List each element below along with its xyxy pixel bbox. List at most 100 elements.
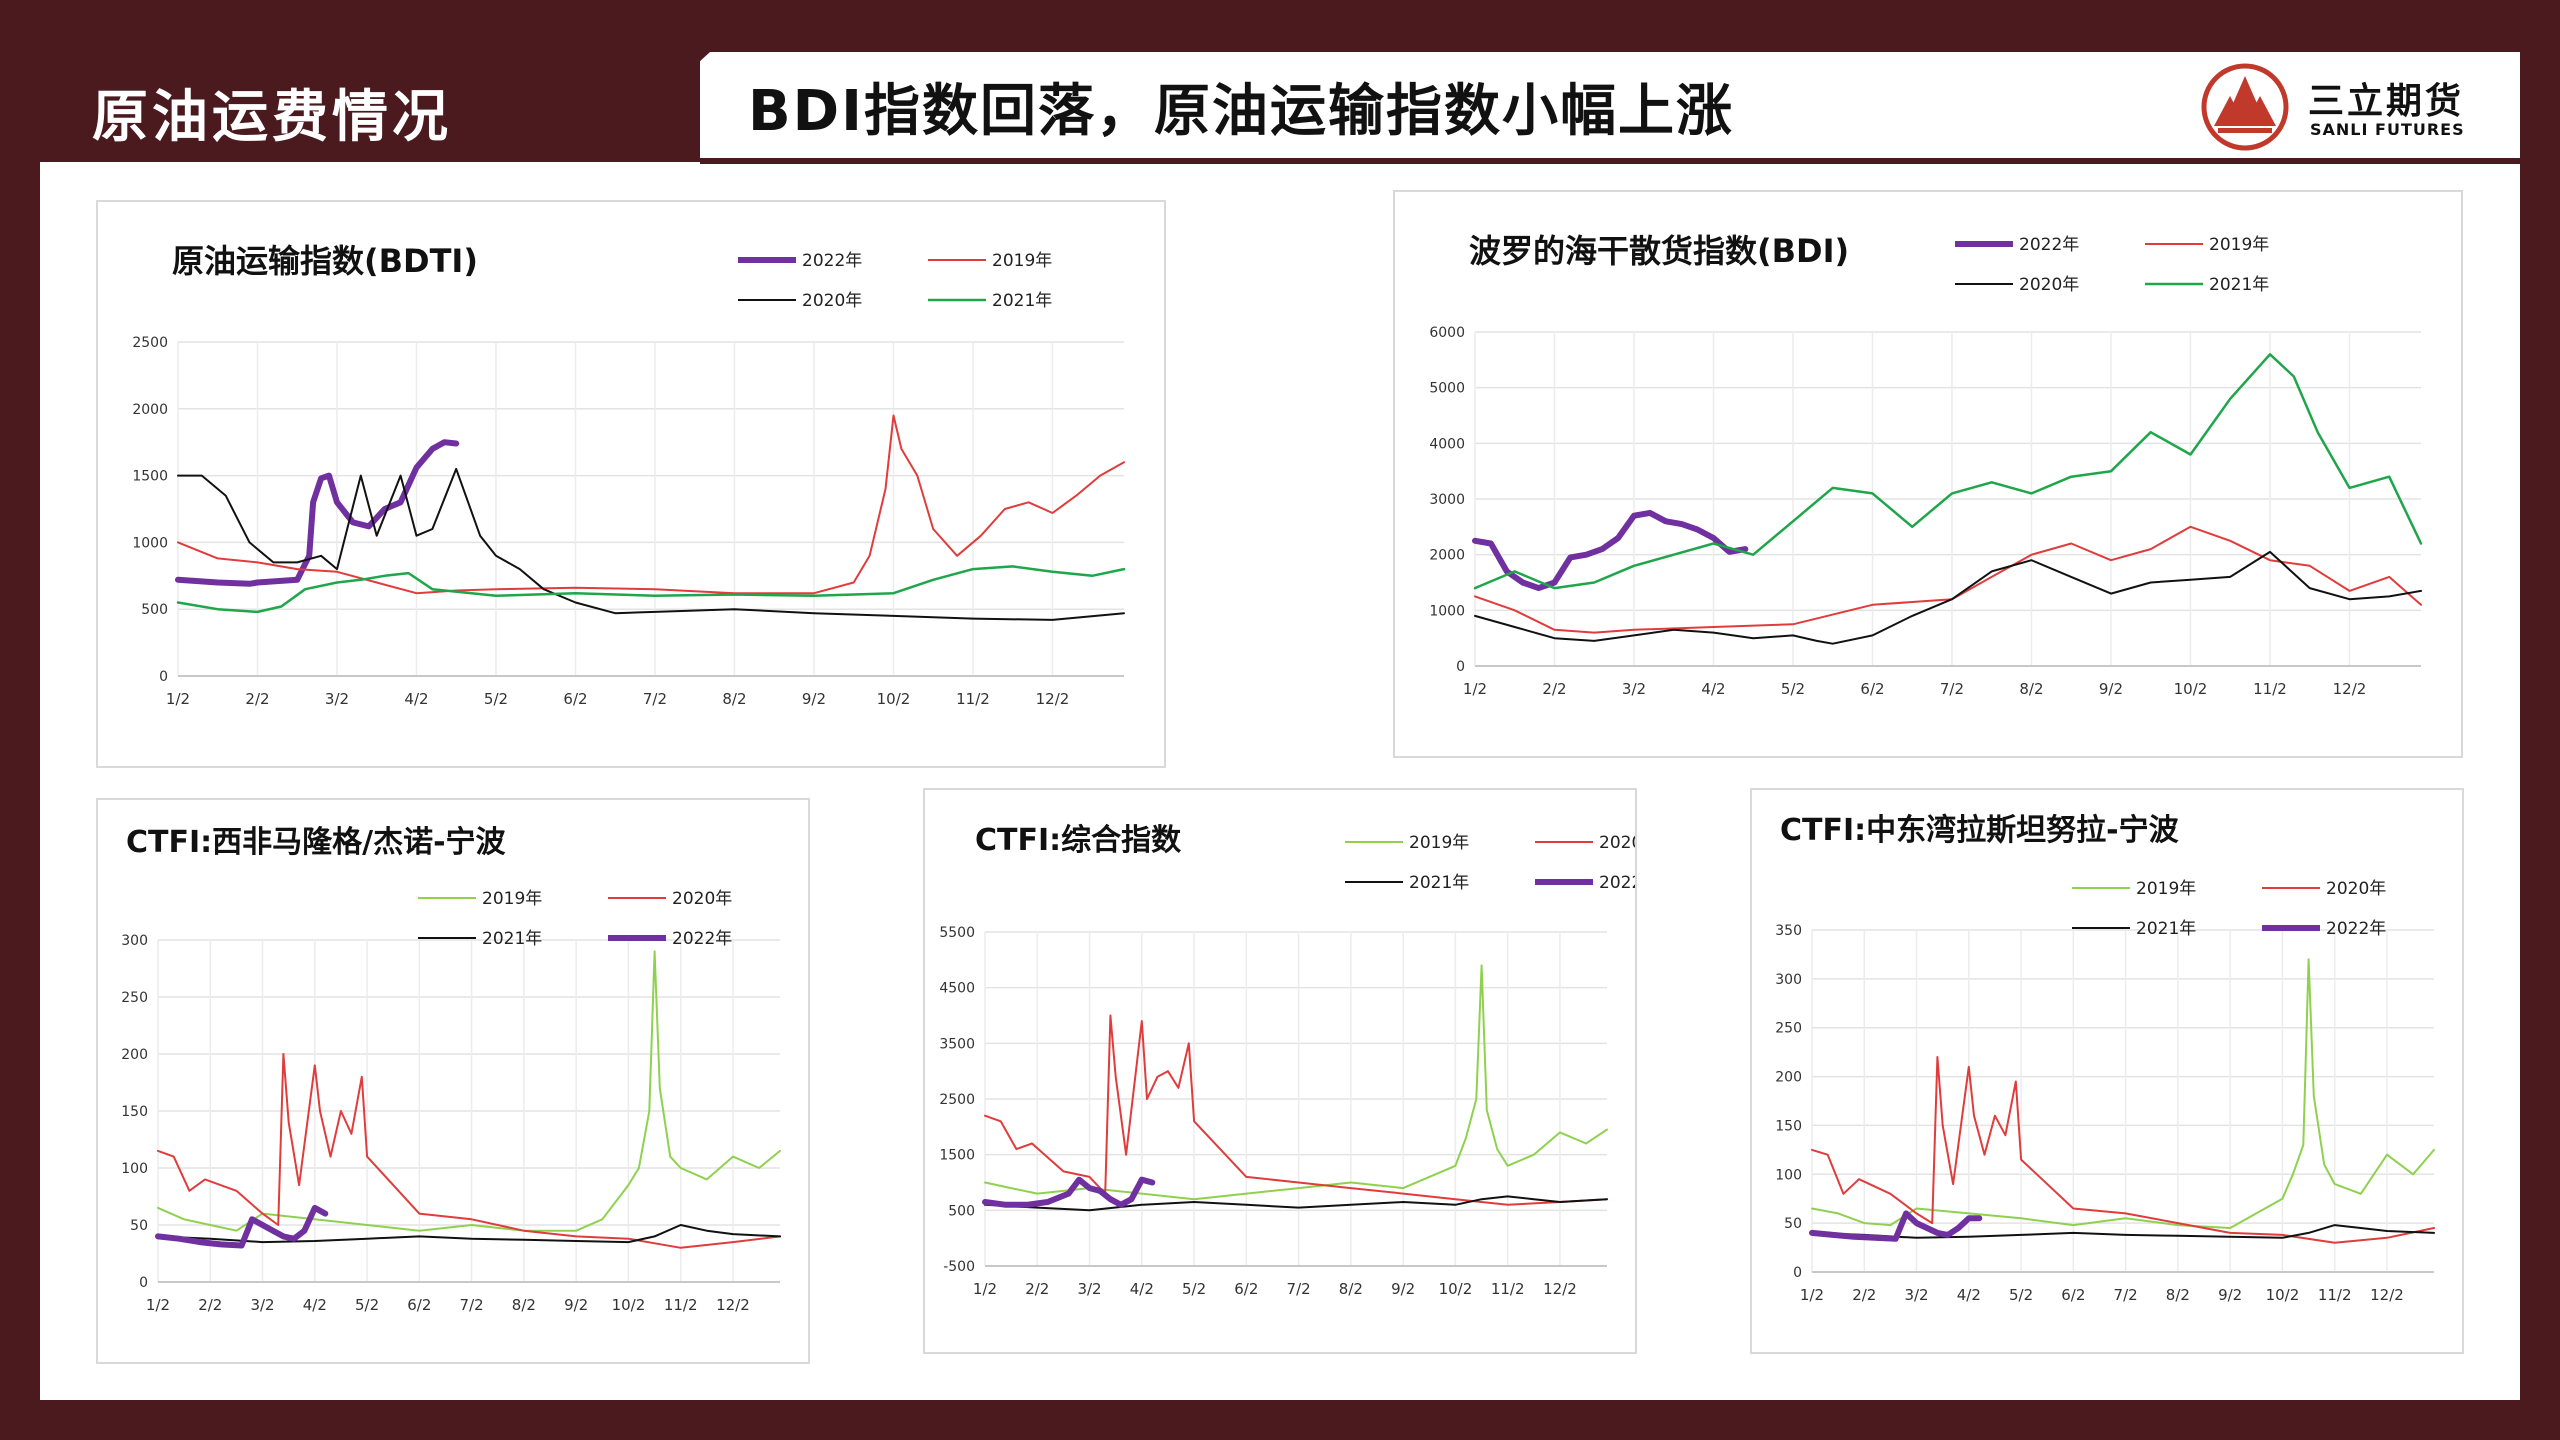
y-tick-label: 100 <box>121 1161 148 1177</box>
x-tick-label: 10/2 <box>877 690 911 708</box>
chart-title: CTFI:西非马隆格/杰诺-宁波 <box>126 825 507 860</box>
series-line-2019年 <box>984 964 1608 1201</box>
legend-label: 2019年 <box>1409 833 1469 853</box>
x-tick-label: 6/2 <box>563 690 587 708</box>
logo-text-en: SANLI FUTURES <box>2310 120 2465 139</box>
y-tick-label: 3500 <box>939 1036 975 1052</box>
x-tick-label: 11/2 <box>956 690 990 708</box>
series-line-2019年 <box>1811 958 2435 1229</box>
legend-label: 2022年 <box>2019 235 2079 255</box>
x-tick-label: 6/2 <box>407 1296 431 1314</box>
legend-label: 2022年 <box>2326 919 2386 939</box>
y-tick-label: 0 <box>1456 659 1465 675</box>
chart-panel-ctfi-middle-east: CTFI:中东湾拉斯坦努拉-宁波 0 50 100 150 200 250 300 350 1/2… <box>1750 788 2464 1354</box>
legend-label: 2020年 <box>672 889 732 909</box>
y-tick-label: 2500 <box>939 1092 975 1108</box>
x-tick-label: 4/2 <box>1130 1280 1154 1298</box>
y-tick-label: 5000 <box>1429 381 1465 397</box>
x-tick-label: 1/2 <box>1463 680 1487 698</box>
legend-label: 2021年 <box>1409 873 1469 893</box>
chart-title: CTFI:中东湾拉斯坦努拉-宁波 <box>1780 813 2180 848</box>
x-tick-label: 4/2 <box>1701 680 1725 698</box>
x-tick-label: 7/2 <box>1940 680 1964 698</box>
x-tick-label: 12/2 <box>1036 690 1070 708</box>
y-tick-label: 5500 <box>939 925 975 941</box>
chart-bdi: 波罗的海干散货指数(BDI) 0 1000 2000 3000 4000 5000 6000 1… <box>1429 232 2423 698</box>
series-line-2019年 <box>157 950 781 1232</box>
y-tick-label: 300 <box>121 933 148 949</box>
x-tick-label: 12/2 <box>716 1296 750 1314</box>
x-tick-label: 11/2 <box>2253 680 2287 698</box>
page-title: BDI指数回落，原油运输指数小幅上涨 <box>748 79 1735 144</box>
x-tick-label: 7/2 <box>2114 1286 2138 1304</box>
series-line-2019年 <box>177 414 1125 595</box>
x-tick-label: 6/2 <box>2061 1286 2085 1304</box>
y-tick-label: 250 <box>121 990 148 1006</box>
y-tick-label: 0 <box>1793 1265 1802 1281</box>
x-tick-label: 8/2 <box>1339 1280 1363 1298</box>
y-tick-label: 200 <box>1775 1070 1802 1086</box>
y-tick-label: 200 <box>121 1047 148 1063</box>
x-tick-label: 2/2 <box>1025 1280 1049 1298</box>
chart-panel-ctfi-west-africa: CTFI:西非马隆格/杰诺-宁波 0 50 100 150 200 250 300 1/2 2/2… <box>96 798 810 1364</box>
x-tick-label: 5/2 <box>484 690 508 708</box>
x-tick-label: 7/2 <box>1287 1280 1311 1298</box>
x-tick-label: 11/2 <box>2318 1286 2352 1304</box>
section-banner-wedge <box>590 52 710 162</box>
series-line-2022年 <box>175 439 460 587</box>
x-tick-label: 10/2 <box>2266 1286 2300 1304</box>
x-tick-label: 6/2 <box>1860 680 1884 698</box>
chart-panel-ctfi-composite: CTFI:综合指数 -500 500 1500 2500 3500 4500 5500 1/2 2… <box>923 788 1637 1354</box>
legend-label: 2020年 <box>802 291 862 311</box>
series-line-2022年 <box>982 1176 1156 1208</box>
legend-label: 2020年 <box>2019 275 2079 295</box>
y-tick-label: 0 <box>139 1275 148 1291</box>
series-line-2021年 <box>984 1195 1608 1212</box>
x-tick-label: 2/2 <box>198 1296 222 1314</box>
x-tick-label: 3/2 <box>325 690 349 708</box>
series-line-2021年 <box>1811 1224 2435 1239</box>
logo-text-cn: 三立期货 <box>2308 81 2465 122</box>
x-tick-label: 5/2 <box>355 1296 379 1314</box>
x-tick-label: 9/2 <box>802 690 826 708</box>
legend-label: 2019年 <box>992 251 1052 271</box>
x-tick-label: 11/2 <box>1491 1280 1525 1298</box>
chart-title: 波罗的海干散货指数(BDI) <box>1469 232 1849 270</box>
series-line-2022年 <box>1472 509 1749 592</box>
x-tick-label: 12/2 <box>2370 1286 2404 1304</box>
series-line-2021年 <box>157 1224 781 1244</box>
series-line-2020年 <box>157 1053 781 1249</box>
y-tick-label: 250 <box>1775 1021 1802 1037</box>
legend-label: 2020年 <box>1599 833 1635 853</box>
x-tick-label: 10/2 <box>612 1296 646 1314</box>
y-tick-label: 4000 <box>1429 436 1465 452</box>
series-line-2022年 <box>1809 1210 1983 1242</box>
legend-label: 2022年 <box>1599 873 1635 893</box>
series-line-2022年 <box>155 1204 329 1249</box>
series-line-2021年 <box>1473 353 2423 590</box>
y-tick-label: 2000 <box>1429 548 1465 564</box>
x-tick-label: 10/2 <box>1439 1280 1473 1298</box>
header-divider <box>700 158 2520 164</box>
y-tick-label: 150 <box>1775 1118 1802 1134</box>
y-tick-label: 500 <box>141 602 168 618</box>
x-tick-label: 6/2 <box>1234 1280 1258 1298</box>
y-tick-label: 50 <box>130 1218 148 1234</box>
chart-bdti: 原油运输指数(BDTI) 0 500 1000 1500 2000 2500 1/2 2/2 3/… <box>132 242 1126 708</box>
chart-ctfi_composite: CTFI:综合指数 -500 500 1500 2500 3500 4500 5500 1/2 2… <box>939 823 1635 1298</box>
x-tick-label: 2/2 <box>245 690 269 708</box>
chart-panel-bdi: 波罗的海干散货指数(BDI) 0 1000 2000 3000 4000 5000 6000 1… <box>1393 190 2463 758</box>
x-tick-label: 5/2 <box>2009 1286 2033 1304</box>
x-tick-label: 5/2 <box>1781 680 1805 698</box>
y-tick-label: 1000 <box>132 535 168 551</box>
legend-label: 2021年 <box>2136 919 2196 939</box>
x-tick-label: 8/2 <box>722 690 746 708</box>
y-tick-label: 0 <box>159 669 168 685</box>
chart-panel-bdti: 原油运输指数(BDTI) 0 500 1000 1500 2000 2500 1/2 2/2 3/… <box>96 200 1166 768</box>
x-tick-label: 7/2 <box>643 690 667 708</box>
x-tick-label: 3/2 <box>250 1296 274 1314</box>
x-tick-label: 9/2 <box>1391 1280 1415 1298</box>
legend-label: 2019年 <box>2209 235 2269 255</box>
y-tick-label: 1000 <box>1429 603 1465 619</box>
x-tick-label: 11/2 <box>664 1296 698 1314</box>
